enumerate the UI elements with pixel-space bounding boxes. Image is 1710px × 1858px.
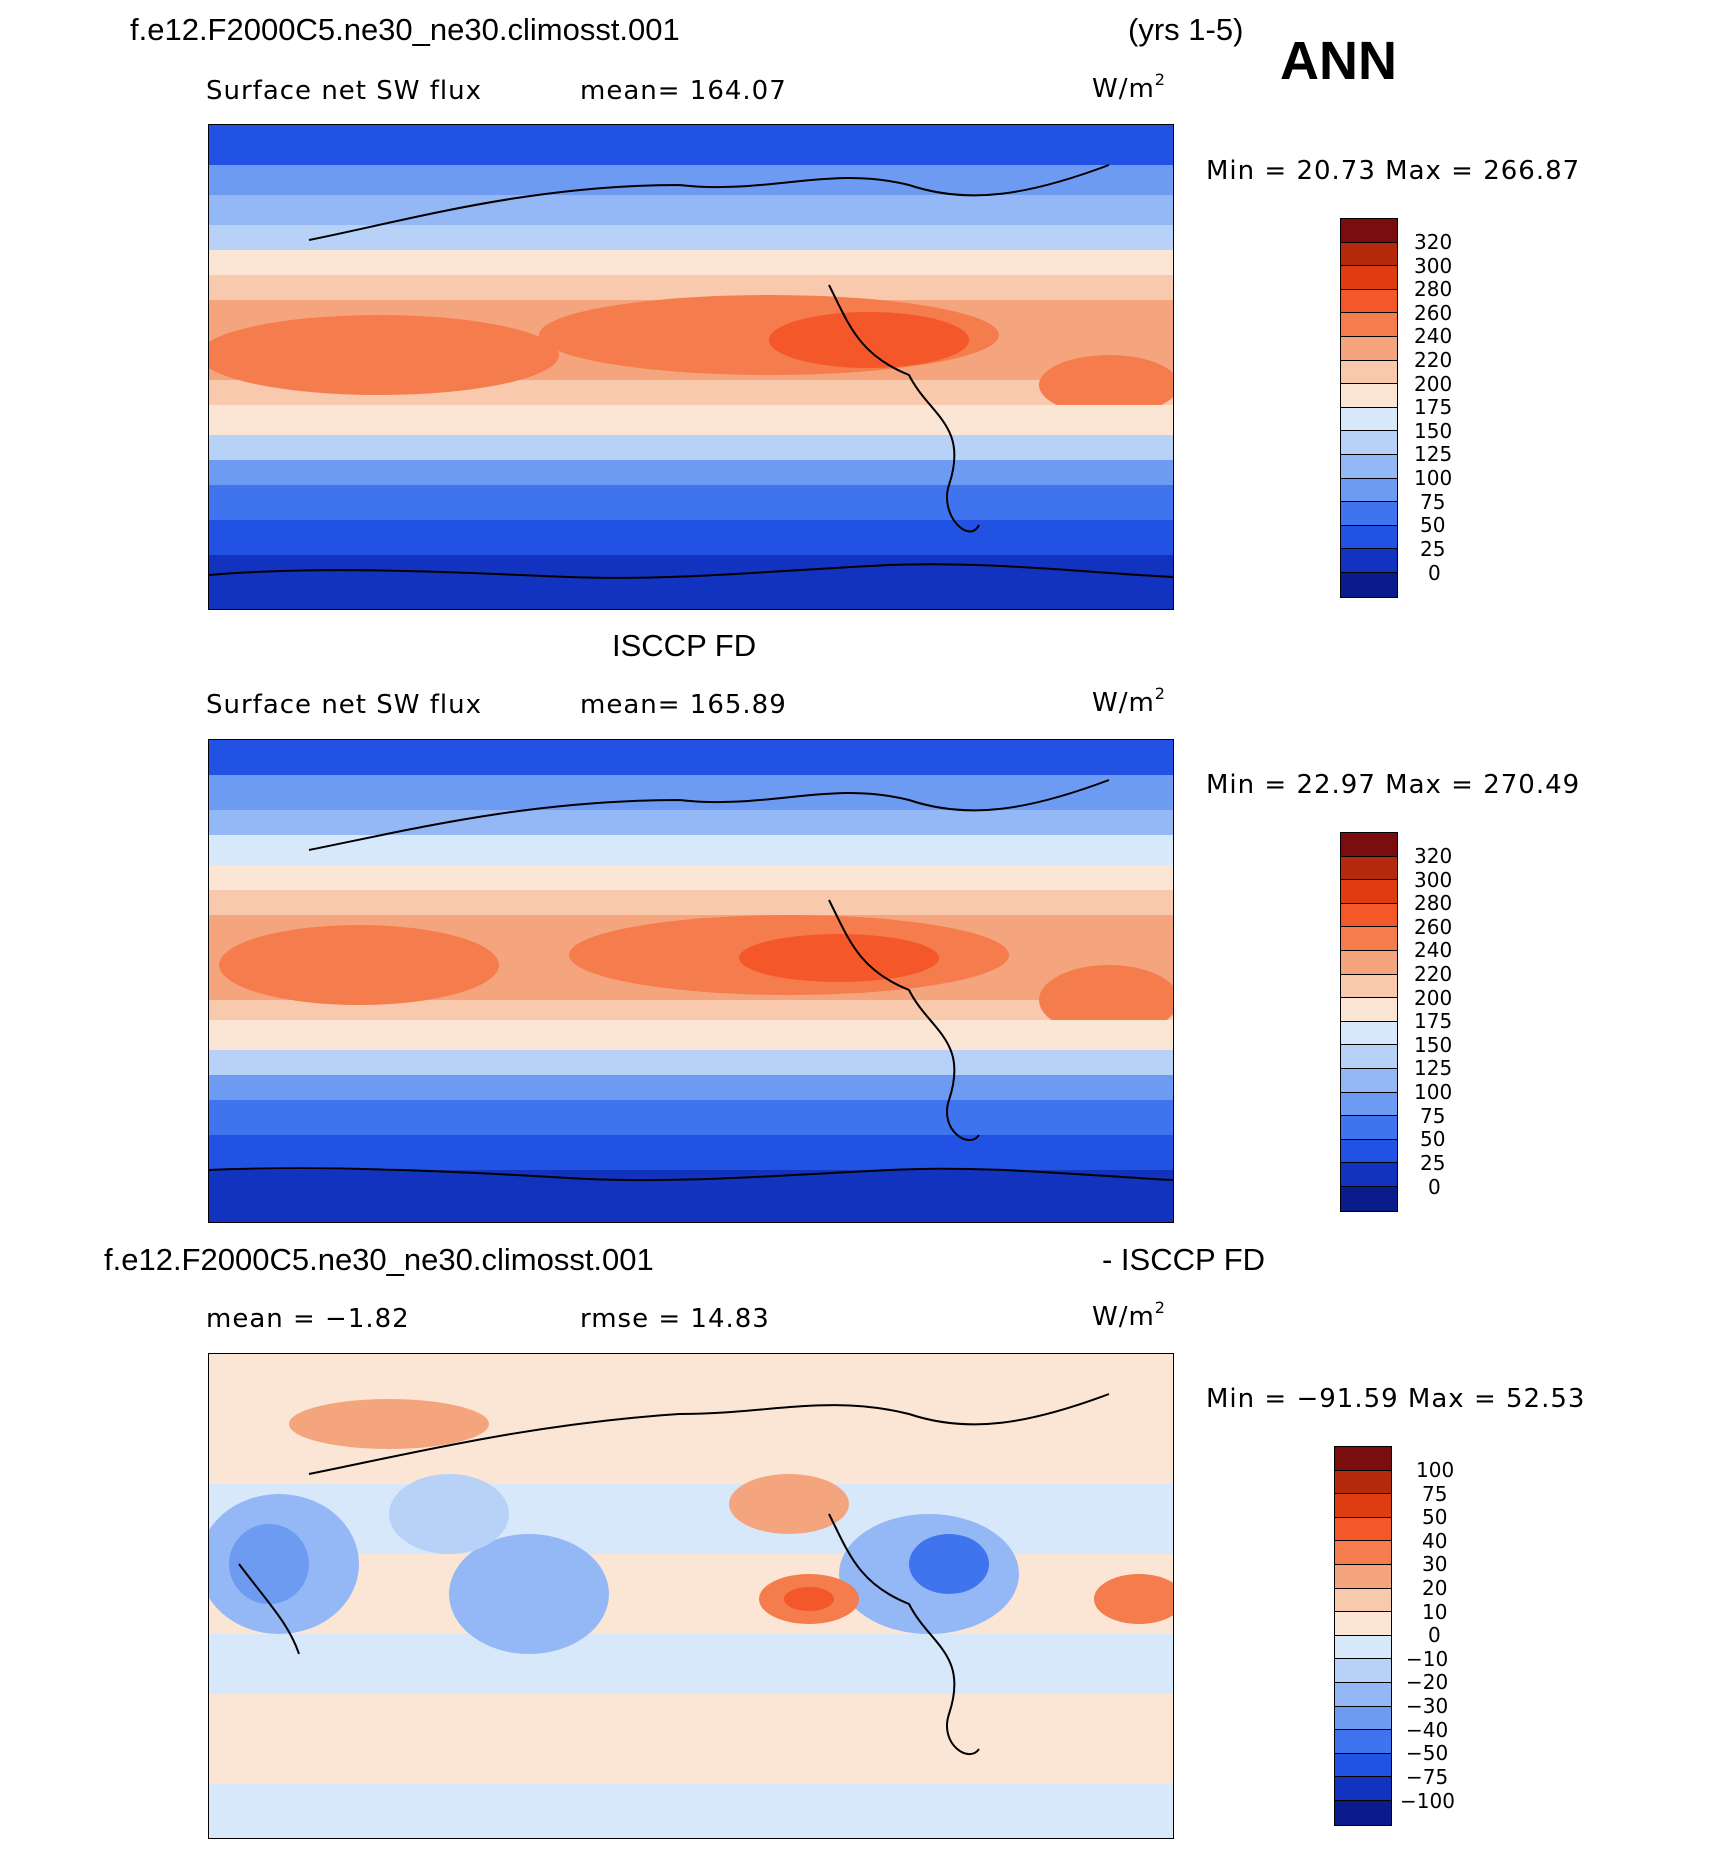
panel3-tick: −100 [1400, 1789, 1455, 1813]
panel2-tick: 300 [1414, 868, 1453, 892]
panel1-colorbar [1340, 218, 1398, 598]
panel3-tick: 100 [1416, 1458, 1455, 1482]
panel1-mean: mean= 164.07 [580, 76, 787, 106]
panel3-tick: −30 [1406, 1694, 1449, 1718]
panel2-tick: 220 [1414, 962, 1453, 986]
panel3-rmse: rmse = 14.83 [580, 1304, 770, 1334]
panel1-tick: 75 [1420, 490, 1446, 514]
panel2-tick: 320 [1414, 844, 1453, 868]
panel1-tick: 240 [1414, 324, 1453, 348]
panel3-title-right: - ISCCP FD [1102, 1242, 1266, 1277]
panel2-tick: 75 [1420, 1104, 1446, 1128]
panel3-tick: 40 [1422, 1529, 1448, 1553]
panel2-tick: 280 [1414, 891, 1453, 915]
panel1-tick: 260 [1414, 301, 1453, 325]
panel3-title-left: f.e12.F2000C5.ne30_ne30.climosst.001 [104, 1242, 654, 1277]
panel2-tick: 100 [1414, 1080, 1453, 1104]
panel3-tick: −20 [1406, 1670, 1449, 1694]
panel2-variable: Surface net SW flux [206, 690, 482, 720]
panel3-tick: −75 [1406, 1765, 1449, 1789]
panel3-tick: 10 [1422, 1600, 1448, 1624]
panel1-tick: 220 [1414, 348, 1453, 372]
panel3-unit: W/m2 [1092, 1298, 1166, 1332]
panel1-tick: 175 [1414, 395, 1453, 419]
panel1-tick: 100 [1414, 466, 1453, 490]
panel2-unit: W/m2 [1092, 684, 1166, 718]
panel3-tick: 20 [1422, 1576, 1448, 1600]
panel2-title: ISCCP FD [612, 628, 757, 663]
panel3-tick: −40 [1406, 1718, 1449, 1742]
panel2-minmax: Min = 22.97 Max = 270.49 [1206, 770, 1581, 800]
panel2-tick: 200 [1414, 986, 1453, 1010]
panel1-tick: 125 [1414, 442, 1453, 466]
panel2-tick: 175 [1414, 1009, 1453, 1033]
case-title: f.e12.F2000C5.ne30_ne30.climosst.001 [130, 12, 680, 47]
panel3-tick: −50 [1406, 1741, 1449, 1765]
panel2-tick: 260 [1414, 915, 1453, 939]
years-label: (yrs 1-5) [1128, 12, 1244, 47]
panel2-map [208, 739, 1174, 1223]
panel3-tick: 0 [1428, 1623, 1441, 1647]
panel1-minmax: Min = 20.73 Max = 266.87 [1206, 156, 1581, 186]
panel1-tick: 50 [1420, 513, 1446, 537]
panel2-mean: mean= 165.89 [580, 690, 787, 720]
panel3-tick: 50 [1422, 1505, 1448, 1529]
panel2-tick: 125 [1414, 1056, 1453, 1080]
panel1-tick: 280 [1414, 277, 1453, 301]
panel2-tick: 0 [1428, 1175, 1441, 1199]
panel1-variable: Surface net SW flux [206, 76, 482, 106]
panel3-minmax: Min = −91.59 Max = 52.53 [1206, 1384, 1586, 1414]
panel1-tick: 150 [1414, 419, 1453, 443]
panel3-mean: mean = −1.82 [206, 1304, 410, 1334]
panel2-tick: 240 [1414, 938, 1453, 962]
panel1-tick: 25 [1420, 537, 1446, 561]
panel1-unit: W/m2 [1092, 70, 1166, 104]
panel3-tick: 30 [1422, 1552, 1448, 1576]
panel2-tick: 50 [1420, 1127, 1446, 1151]
season-label: ANN [1280, 31, 1397, 91]
panel3-tick: −10 [1406, 1647, 1449, 1671]
panel1-tick: 300 [1414, 254, 1453, 278]
panel2-tick: 25 [1420, 1151, 1446, 1175]
panel1-tick: 200 [1414, 372, 1453, 396]
panel1-tick: 0 [1428, 561, 1441, 585]
panel1-map [208, 124, 1174, 610]
panel3-colorbar [1334, 1446, 1392, 1826]
panel1-tick: 320 [1414, 230, 1453, 254]
panel2-tick: 150 [1414, 1033, 1453, 1057]
panel2-colorbar [1340, 832, 1398, 1212]
panel3-map [208, 1353, 1174, 1839]
panel3-tick: 75 [1422, 1482, 1448, 1506]
